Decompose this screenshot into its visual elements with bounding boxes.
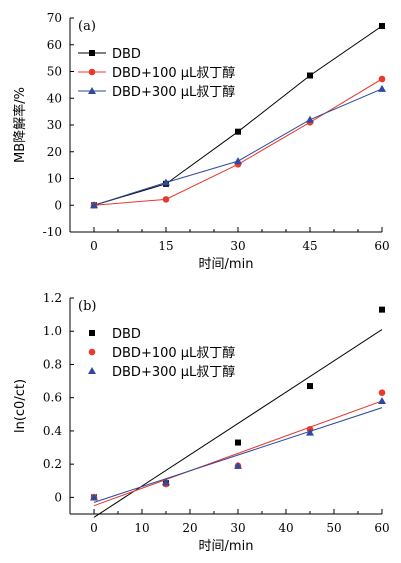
y-tick-label: 70 <box>47 11 62 25</box>
data-point <box>378 75 386 83</box>
chart-panel-b: 0 0.2 0.4 0.6 0.8 1.0 1.2 0 10 20 30 40 50 60 时间/min ln… <box>13 291 390 554</box>
legend-entry-2: DBD+100 μL叔丁醇 <box>88 345 235 361</box>
data-point <box>307 383 313 390</box>
legend-marker <box>88 68 96 76</box>
data-point <box>162 178 170 186</box>
x-tick-label: 0 <box>90 239 98 253</box>
data-point <box>378 389 386 397</box>
y-tick-label: 0.4 <box>43 424 62 438</box>
y-tick-label: 40 <box>47 91 62 105</box>
legend-marker <box>89 50 95 56</box>
legend-entry-3: DBD+300 μL叔丁醇 <box>78 84 235 100</box>
chart-panel-a: -10 0 10 20 30 40 50 60 70 0 15 30 45 60 时间/min MB降解率/%… <box>12 11 390 272</box>
fit-line <box>93 400 383 507</box>
x-tick-label: 30 <box>230 521 245 535</box>
data-point <box>235 128 241 135</box>
y-tick-label: 1.2 <box>43 291 62 305</box>
y-tick-label: 50 <box>47 65 62 79</box>
series-2 <box>90 389 386 507</box>
panel-label: (b) <box>78 299 96 314</box>
data-point <box>234 461 242 469</box>
fit-line <box>93 329 383 518</box>
legend-marker <box>88 87 96 94</box>
x-tick-label: 40 <box>278 521 293 535</box>
legend-entry-3: DBD+300 μL叔丁醇 <box>88 364 235 380</box>
panel-label: (a) <box>78 19 96 34</box>
y-tick-label: 0.8 <box>43 357 62 371</box>
data-point <box>379 306 385 313</box>
y-tick-label: -10 <box>43 225 62 239</box>
y-tick-label: 20 <box>47 145 62 159</box>
x-tick-label: 45 <box>302 239 317 253</box>
legend-label: DBD+300 μL叔丁醇 <box>112 364 235 380</box>
legend-label: DBD+100 μL叔丁醇 <box>112 345 235 361</box>
y-tick-label: 60 <box>47 38 62 52</box>
x-tick-label: 50 <box>326 521 341 535</box>
series-3 <box>90 84 386 209</box>
y-tick-label: 1.0 <box>43 324 62 338</box>
legend-entry-1: DBD <box>78 47 141 62</box>
y-tick-label: 10 <box>47 172 62 186</box>
y-tick-label: 0 <box>54 198 62 212</box>
x-tick-label: 60 <box>374 239 389 253</box>
legend-label: DBD+300 μL叔丁醇 <box>112 84 235 100</box>
legend-marker <box>88 348 96 356</box>
fit-line <box>93 407 383 503</box>
y-axis-title: MB降解率/% <box>12 87 28 163</box>
legend-label: DBD <box>112 327 141 342</box>
data-point <box>378 397 386 405</box>
data-point <box>306 428 314 436</box>
x-tick-label: 15 <box>158 239 173 253</box>
legend-marker <box>89 330 95 336</box>
legend-entry-2: DBD+100 μL叔丁醇 <box>78 65 235 81</box>
y-tick-label: 30 <box>47 118 62 132</box>
y-tick-label: 0.2 <box>43 457 62 471</box>
legend-label: DBD+100 μL叔丁醇 <box>112 65 235 81</box>
x-axis-title: 时间/min <box>199 257 254 272</box>
x-axis-title: 时间/min <box>199 539 254 554</box>
data-point <box>379 23 385 30</box>
legend-entry-1: DBD <box>89 327 141 342</box>
legend-marker <box>88 367 96 374</box>
x-tick-label: 0 <box>90 521 98 535</box>
series-3 <box>90 397 386 503</box>
data-point <box>235 439 241 446</box>
y-tick-label: 0.6 <box>43 391 62 405</box>
data-point <box>306 115 314 123</box>
data-point <box>162 478 170 486</box>
legend-label: DBD <box>112 47 141 62</box>
x-tick-label: 60 <box>374 521 389 535</box>
series-line <box>93 88 383 206</box>
data-point <box>90 201 98 209</box>
data-point <box>307 72 313 79</box>
y-tick-label: 0 <box>54 490 62 504</box>
y-axis-title: ln(c0/ct) <box>13 379 28 433</box>
data-point <box>234 157 242 165</box>
data-point <box>162 196 170 203</box>
x-tick-label: 20 <box>182 521 197 535</box>
data-point <box>378 84 386 92</box>
data-point <box>90 493 98 501</box>
x-tick-label: 10 <box>134 521 149 535</box>
x-tick-label: 30 <box>230 239 245 253</box>
